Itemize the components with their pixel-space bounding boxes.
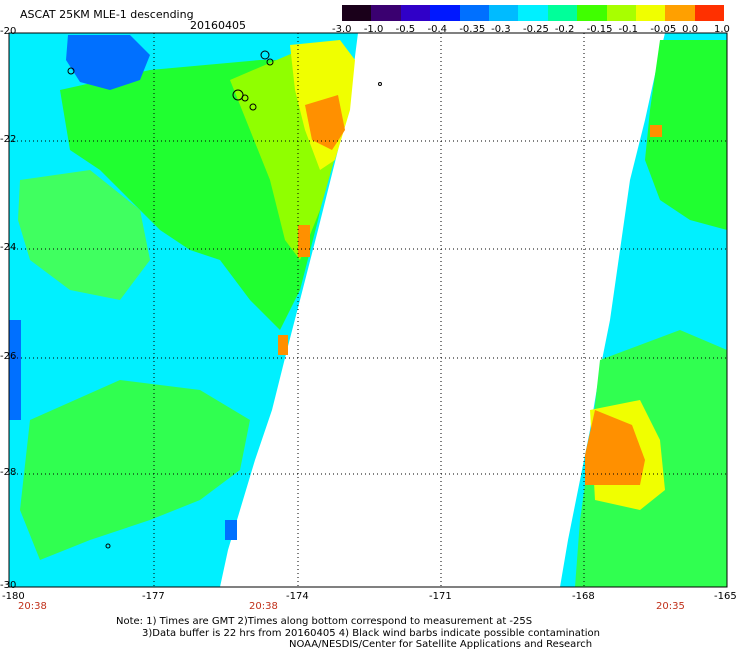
plot-frame bbox=[8, 32, 728, 588]
lat-label-26: -26 bbox=[0, 351, 17, 362]
colorbar-segment bbox=[400, 5, 431, 21]
left-swath-green-south bbox=[20, 380, 250, 560]
island-outlines bbox=[67, 50, 382, 549]
colorbar-tick-label: -0.1 bbox=[618, 24, 639, 35]
left-swath-green-mid bbox=[18, 170, 150, 300]
colorbar-segment bbox=[488, 5, 519, 21]
colorbar-segment bbox=[518, 5, 548, 21]
colorbar-segment bbox=[430, 5, 460, 21]
colorbar-segment bbox=[635, 5, 666, 21]
colorbar-tick-label: -0.35 bbox=[459, 24, 486, 35]
colorbar-tick-label: -1.0 bbox=[363, 24, 384, 35]
lon-label-165: -165 bbox=[714, 591, 737, 602]
left-swath-orange-spot-2 bbox=[278, 335, 288, 355]
left-swath-orange-spot bbox=[298, 225, 310, 257]
right-swath-green-north bbox=[645, 40, 727, 230]
lon-label-171: -171 bbox=[429, 591, 452, 602]
colorbar-segment bbox=[577, 5, 607, 21]
time-label-3: 20:35 bbox=[656, 601, 685, 612]
left-swath-blue bbox=[66, 35, 150, 90]
colorbar-segment bbox=[547, 5, 578, 21]
colorbar-tick-label: -0.5 bbox=[395, 24, 416, 35]
left-swath-orange bbox=[305, 95, 345, 150]
lon-label-174: -174 bbox=[286, 591, 309, 602]
colorbar-segment bbox=[665, 5, 695, 21]
footer-note-1: Note: 1) Times are GMT 2)Times along bot… bbox=[116, 616, 533, 627]
colorbar-segment bbox=[371, 5, 401, 21]
left-swath-blue-spot bbox=[225, 520, 237, 540]
colorbar-segment bbox=[606, 5, 636, 21]
left-swath-blue-edge bbox=[9, 320, 21, 420]
colorbar-tick-label: 1.0 bbox=[714, 24, 730, 35]
colorbar-tick-label: -0.4 bbox=[427, 24, 448, 35]
lon-label-168: -168 bbox=[572, 591, 595, 602]
colorbar-tick-label: -0.3 bbox=[491, 24, 511, 35]
colorbar-segment bbox=[694, 5, 725, 21]
footer-note-2: 3)Data buffer is 22 hrs from 20160405 4)… bbox=[142, 628, 600, 639]
colorbar-segment bbox=[459, 5, 489, 21]
lat-label-20: -20 bbox=[0, 26, 17, 37]
colorbar-tick-label: -0.2 bbox=[554, 24, 575, 35]
colorbar bbox=[342, 5, 725, 21]
colorbar-tick-label: 0.0 bbox=[682, 24, 699, 35]
lat-label-24: -24 bbox=[0, 242, 17, 253]
colorbar-segment bbox=[342, 5, 372, 21]
right-swath-orange-spot bbox=[650, 125, 662, 137]
lat-label-30: -30 bbox=[0, 580, 17, 591]
lat-label-28: -28 bbox=[0, 467, 17, 478]
footer-credit: NOAA/NESDIS/Center for Satellite Applica… bbox=[289, 639, 593, 650]
time-label-1: 20:38 bbox=[18, 601, 47, 612]
map-title: ASCAT 25KM MLE-1 descending bbox=[20, 8, 194, 21]
colorbar-tick-label: -0.25 bbox=[523, 24, 549, 35]
lon-label-177: -177 bbox=[142, 591, 165, 602]
colorbar-tick-label: -3.0 bbox=[332, 24, 352, 35]
colorbar-tick-label: -0.05 bbox=[650, 24, 677, 35]
time-label-2: 20:38 bbox=[249, 601, 278, 612]
lon-label-180: -180 bbox=[2, 591, 25, 602]
map-date: 20160405 bbox=[190, 19, 246, 32]
colorbar-tick-label: -0.15 bbox=[586, 24, 613, 35]
graticule bbox=[9, 33, 727, 587]
right-swath-orange bbox=[585, 410, 645, 485]
lat-label-22: -22 bbox=[0, 134, 17, 145]
